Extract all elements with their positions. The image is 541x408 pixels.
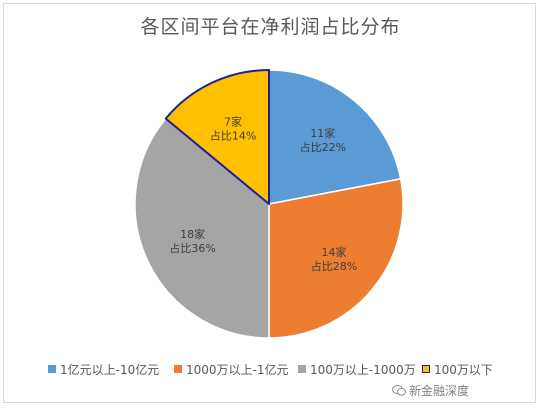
watermark-text: 新金融深度 [409,384,470,398]
legend-swatch-3 [298,365,306,373]
legend-label-1: 1亿元以上-10亿元 [60,363,160,377]
wechat-icon [392,385,406,396]
watermark: 新金融深度 [392,382,469,399]
pie-slice-4 [164,69,270,205]
pie-slice-3 [134,117,270,339]
pie-slice-1 [268,69,402,205]
slice-count-label-3: 18家 [180,227,205,241]
chart-title: 各区间平台在净利润占比分布 [140,16,401,38]
slice-pct-label-4: 占比14% [210,129,256,143]
legend-swatch-2 [174,365,182,373]
legend-swatch-4 [422,365,430,373]
slice-pct-label-3: 占比36% [169,241,215,255]
slice-count-label-1: 11家 [310,126,335,140]
pie-slice-2 [268,178,404,339]
slice-count-label-2: 14家 [322,245,347,259]
slice-pct-label-2: 占比28% [311,259,357,273]
legend-swatch-1 [48,365,56,373]
legend-label-3: 100万以上-1000万 [310,363,416,377]
legend-item-3: 100万以上-1000万 [298,361,416,378]
legend-item-1: 1亿元以上-10亿元 [48,361,159,378]
legend-item-4: 100万以下 [422,361,493,378]
slice-pct-label-1: 占比22% [300,140,346,154]
legend-label-2: 1000万以上-1亿元 [186,363,289,377]
legend-label-4: 100万以下 [434,363,493,377]
legend-item-2: 1000万以上-1亿元 [174,361,289,378]
slice-count-label-4: 7家 [224,115,242,129]
